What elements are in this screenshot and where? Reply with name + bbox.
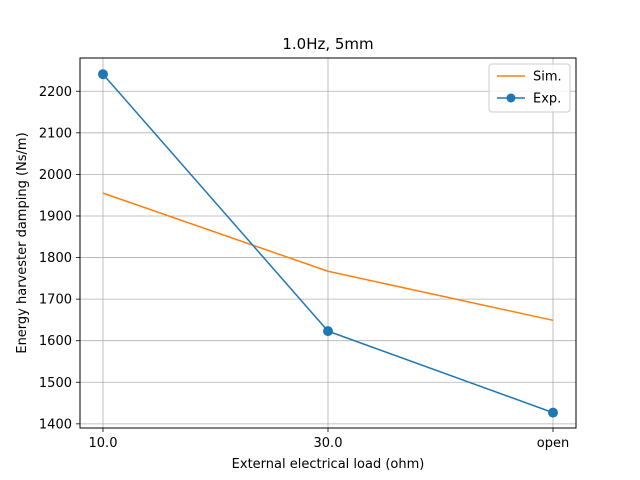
legend-label-exp: Exp.: [533, 92, 561, 107]
y-tick-label: 2000: [39, 168, 72, 183]
x-tick-label: 10.0: [89, 436, 118, 451]
y-axis-label: Energy harvester damping (Ns/m): [15, 132, 30, 353]
y-tick-label: 1800: [39, 251, 72, 266]
x-tick-label: open: [537, 436, 569, 451]
y-tick-label: 2200: [39, 85, 72, 100]
y-tick-label: 1600: [39, 334, 72, 349]
legend: Sim. Exp.: [488, 63, 571, 113]
series-line-sim: [102, 192, 554, 322]
data-point-exp: [548, 407, 558, 418]
data-point-exp: [323, 326, 333, 337]
data-point-exp: [98, 69, 108, 80]
y-tick-label: 1400: [39, 417, 72, 432]
grid-lines: [80, 58, 576, 428]
legend-marker-exp: [506, 93, 516, 103]
y-tick-label: 1500: [39, 376, 72, 391]
y-tick-label: 1900: [39, 209, 72, 224]
chart-title: 1.0Hz, 5mm: [282, 35, 373, 53]
y-tick-label: 2100: [39, 126, 72, 141]
axis-ticks: 10.0 30.0 open 1400 1500 1600 1700 1800 1900 2000…: [39, 85, 569, 451]
series-layer: [98, 69, 558, 418]
x-axis-label: External electrical load (ohm): [232, 457, 425, 472]
legend-label-sim: Sim.: [533, 70, 562, 85]
y-tick-label: 1700: [39, 293, 72, 308]
x-tick-label: 30.0: [314, 436, 343, 451]
